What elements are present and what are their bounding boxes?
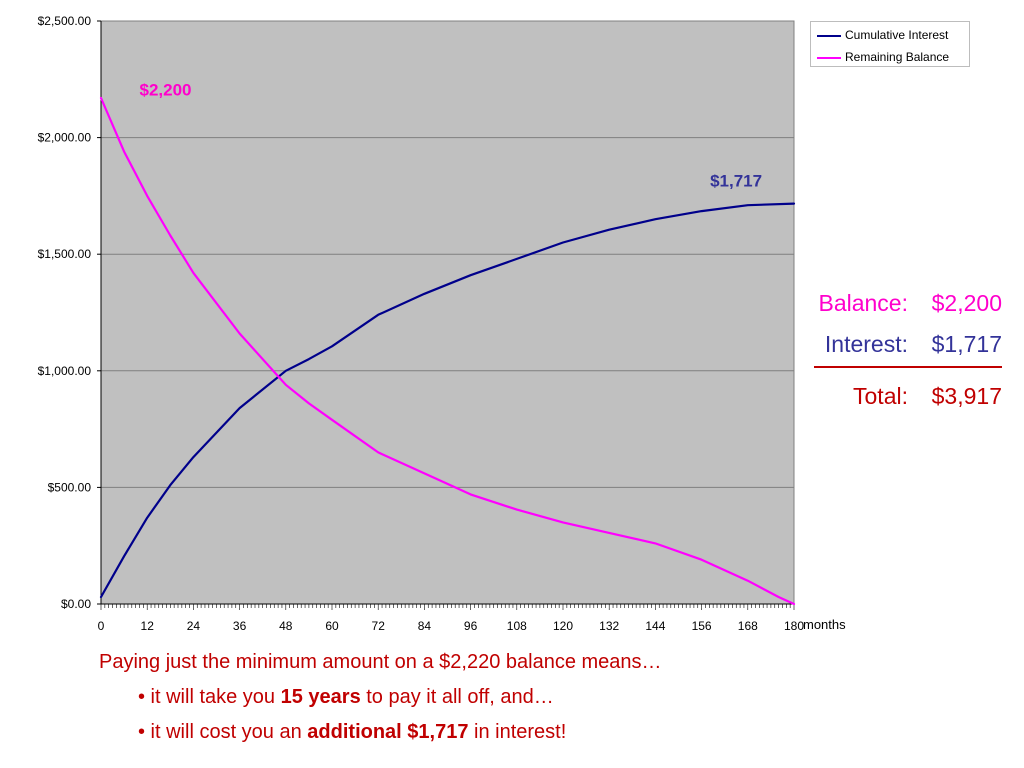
x-tick-label: 120 [553,619,573,633]
x-tick-label: 168 [738,619,758,633]
x-axis-label: months [803,617,846,632]
caption-text: • it will take you [138,686,281,708]
x-tick-label: 48 [279,619,293,633]
caption-text: to pay it all off, and… [360,686,554,708]
x-tick-label: 60 [325,619,339,633]
x-axis: 0 12 24 36 48 60 72 84 96 108 120 132 144 156 168 180 [98,619,805,633]
plot-area [100,20,795,605]
annotations: $2,200 $1,717 [140,81,763,191]
caption-emphasis: additional $1,717 [307,721,469,743]
x-tick-label: 96 [464,619,478,633]
series-line-remaining-balance [99,96,796,606]
total-value: $3,917 [931,383,1002,409]
legend-swatch-interest [817,34,841,37]
interest-label: Interest: [824,331,908,357]
x-tick-label: 108 [507,619,527,633]
caption-text: in interest! [468,721,567,743]
x-tick-label: 144 [645,619,665,633]
balance-label: Balance: [818,290,908,316]
y-tick-label: $1,000.00 [38,364,92,378]
series-line-cumulative-interest [99,202,796,599]
y-tick-label: $2,000.00 [38,131,92,145]
y-tick-label: $500.00 [48,480,92,494]
x-tick-label: 36 [233,619,247,633]
legend: Cumulative Interest Remaining Balance [810,21,970,67]
legend-label: Cumulative Interest [845,28,949,42]
x-tick-label: 84 [418,619,432,633]
x-tick-label: 180 [784,619,804,633]
gridlines [101,137,794,488]
balance-value: $2,200 [931,290,1002,316]
total-label: Total: [853,383,908,409]
x-tick-label: 156 [692,619,712,633]
data-label: $2,200 [140,81,192,100]
x-tick-label: 12 [141,619,155,633]
caption-emphasis: 15 years [280,686,361,708]
caption-line-3: • it will cost you an additional $1,717 … [138,721,566,744]
x-tick-label: 72 [372,619,386,633]
x-tick-label: 24 [187,619,201,633]
legend-item-cumulative-interest: Cumulative Interest [817,28,948,42]
caption-line-1: Paying just the minimum amount on a $2,2… [99,651,662,673]
y-tick-label: $0.00 [61,597,91,611]
caption-text: • it will cost you an [138,721,308,743]
summary-divider [814,366,1002,368]
interest-value: $1,717 [931,331,1002,357]
y-tick-label: $2,500.00 [38,14,92,28]
legend-item-remaining-balance: Remaining Balance [817,50,949,64]
caption-line-2: • it will take you 15 years to pay it al… [138,686,554,709]
line-chart: $0.00 $500.00 $1,000.00 $1,500.00 $2,000.00 $… [38,14,847,633]
x-tick-label: 132 [599,619,619,633]
x-tick-label: 0 [98,619,105,633]
data-label: $1,717 [710,172,762,191]
legend-swatch-balance [817,56,841,59]
legend-label: Remaining Balance [845,50,950,64]
y-axis: $0.00 $500.00 $1,000.00 $1,500.00 $2,000.00 $… [38,14,102,611]
x-minor-ticks [100,603,795,610]
series-lines [99,96,796,606]
y-tick-label: $1,500.00 [38,247,92,261]
